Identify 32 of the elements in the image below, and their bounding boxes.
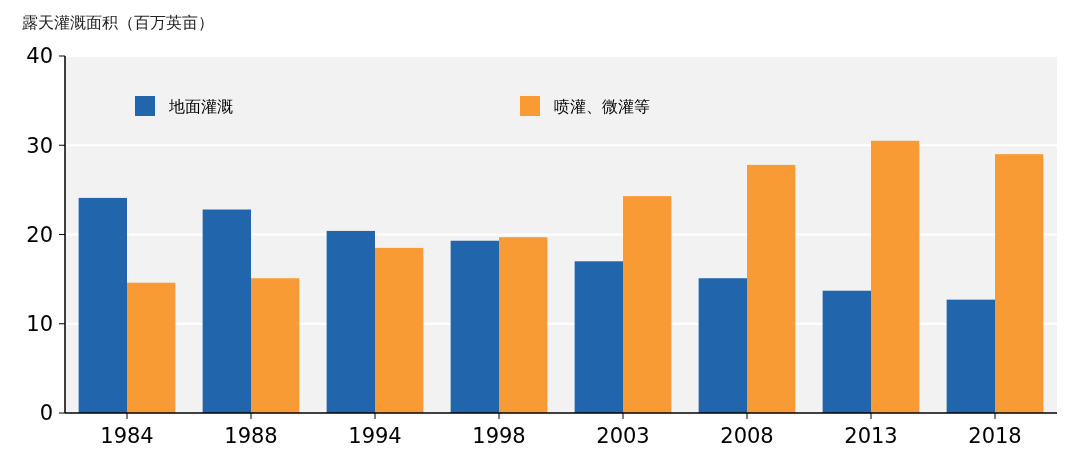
legend-label: 喷灌、微灌等 (554, 96, 650, 116)
bar (202, 209, 251, 413)
x-tick-label: 1998 (472, 424, 526, 448)
x-tick-label: 2018 (968, 424, 1022, 448)
y-tick-label: 20 (26, 222, 53, 247)
bar (698, 278, 747, 413)
bar (127, 282, 176, 413)
legend-label: 地面灌溉 (168, 96, 233, 116)
x-tick-label: 1994 (348, 424, 402, 448)
bar (946, 299, 995, 413)
y-tick-label: 10 (26, 312, 53, 337)
bar (251, 278, 300, 413)
y-tick-label: 30 (26, 133, 53, 158)
bar (375, 247, 424, 413)
bar (747, 164, 796, 413)
y-axis-title: 露天灌溉面积（百万英亩） (22, 13, 214, 32)
bar (995, 154, 1044, 413)
x-tick-label: 2008 (720, 424, 774, 448)
y-tick-label: 0 (39, 401, 53, 426)
x-tick-label: 1984 (100, 424, 154, 448)
x-tick-label: 1988 (224, 424, 278, 448)
x-tick-label: 2013 (844, 424, 898, 448)
bar (574, 261, 623, 413)
bar (450, 240, 499, 413)
bar (78, 197, 127, 413)
x-tick-label: 2003 (596, 424, 650, 448)
bar (871, 140, 920, 413)
bar (822, 290, 871, 413)
bar (623, 196, 672, 413)
y-tick-label: 40 (26, 44, 53, 69)
bar (499, 237, 548, 413)
bar (326, 230, 375, 413)
